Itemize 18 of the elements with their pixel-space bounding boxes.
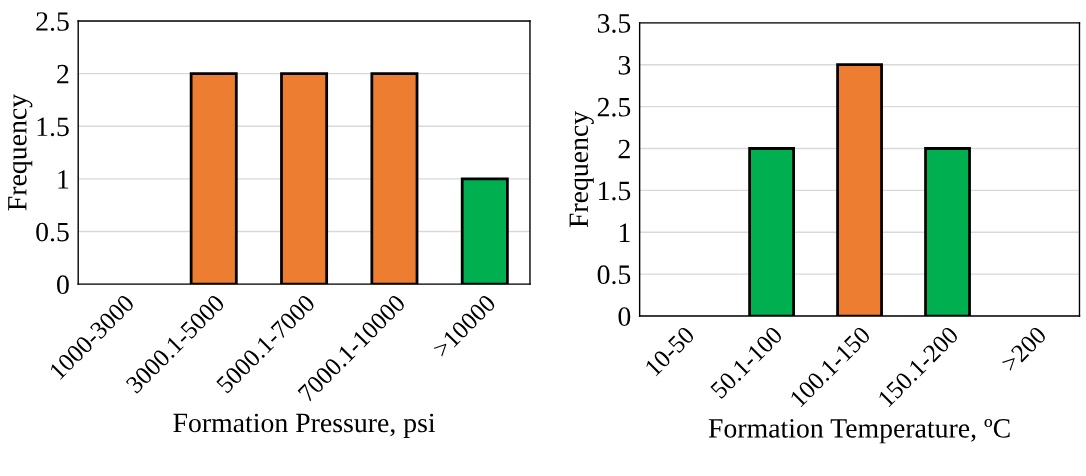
y-tick-label: 0 <box>57 275 69 295</box>
y-tick-label: 2.5 <box>597 97 631 117</box>
x-axis-title: Formation Temperature, ºC <box>708 418 1010 444</box>
y-axis-title: Frequency <box>569 110 594 228</box>
y-tick-label: 3.5 <box>597 14 631 33</box>
y-tick-label: 0.5 <box>597 265 631 285</box>
y-tick-label: 2.5 <box>36 12 69 31</box>
y-tick-label: 3 <box>618 55 631 75</box>
y-tick-label: 0 <box>618 307 631 326</box>
y-tick-label: 2 <box>618 139 630 159</box>
y-axis-title: Frequency <box>8 94 33 211</box>
y-tick-label: 2 <box>57 64 69 84</box>
x-axis-title: Formation Pressure, psi <box>173 413 436 438</box>
y-tick-label: 1 <box>619 223 630 242</box>
y-tick-label: 1.5 <box>599 181 631 201</box>
y-tick-label: 1.5 <box>37 117 69 137</box>
y-tick-label: 1 <box>58 170 69 189</box>
y-tick-label: 0.5 <box>36 222 69 242</box>
